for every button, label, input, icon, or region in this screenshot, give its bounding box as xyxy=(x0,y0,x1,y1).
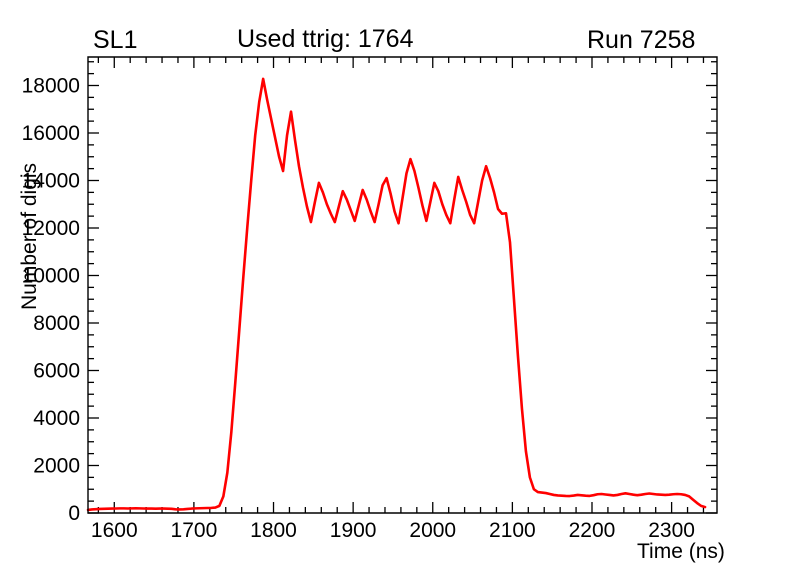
superlayer-label: SL1 xyxy=(93,26,138,54)
frame-layer xyxy=(87,56,718,514)
y-tick-label: 10000 xyxy=(22,265,80,288)
data-series-digis xyxy=(86,77,707,512)
x-tick-label: 2300 xyxy=(648,519,695,542)
axis-layer: 1600 1700 1800 1900 2000 2100 2200 2300 0 2000 400… xyxy=(22,57,717,542)
x-tick-label: 2000 xyxy=(409,519,456,542)
x-tick-label: 2100 xyxy=(489,519,536,542)
y-tick-label: 2000 xyxy=(33,455,80,478)
x-tick-label: 1600 xyxy=(91,519,138,542)
y-tick-label: 18000 xyxy=(22,75,80,98)
x-axis-title: Time (ns) xyxy=(637,540,725,563)
y-tick-label: 6000 xyxy=(33,360,80,383)
y-tick-label: 0 xyxy=(68,502,80,525)
chart-title: Used ttrig: 1764 xyxy=(237,25,414,53)
data-layer xyxy=(86,77,707,512)
x-tick-label: 1700 xyxy=(171,519,218,542)
y-tick-label: 8000 xyxy=(33,312,80,335)
y-tick-label: 14000 xyxy=(22,170,80,193)
y-tick-label: 12000 xyxy=(22,217,80,240)
x-tick-label: 1800 xyxy=(250,519,297,542)
x-tick-label: 1900 xyxy=(330,519,377,542)
x-tick-label: 2200 xyxy=(569,519,616,542)
plot-frame xyxy=(87,56,718,514)
run-label: Run 7258 xyxy=(587,26,696,54)
y-tick-label: 16000 xyxy=(22,122,80,145)
y-tick-label: 4000 xyxy=(33,407,80,430)
